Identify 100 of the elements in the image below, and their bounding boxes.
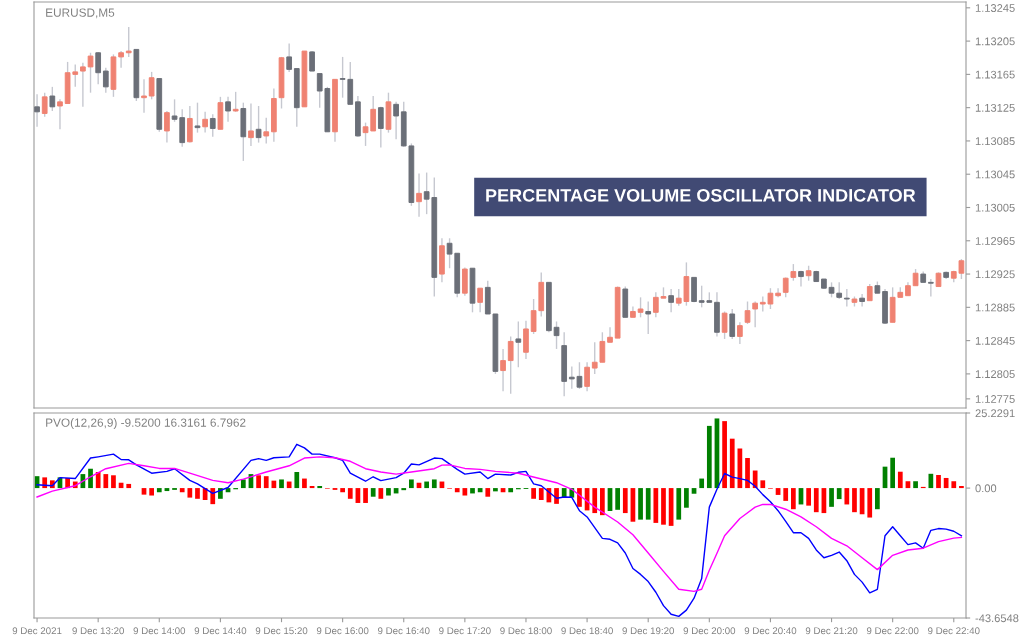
bar <box>279 479 284 489</box>
candlestick <box>729 308 736 340</box>
bar <box>431 479 437 489</box>
x-tick-label: 9 Dec 21:20 <box>805 627 858 635</box>
x-tick-label: 9 Dec 22:00 <box>866 627 919 635</box>
y-tick-label: 1.13245 <box>975 4 1015 12</box>
bar <box>745 458 750 489</box>
bar <box>179 488 185 493</box>
candlestick <box>309 50 315 72</box>
bar <box>363 488 368 503</box>
candlestick <box>775 287 781 299</box>
bar <box>752 470 758 489</box>
bar <box>867 488 873 518</box>
bar <box>378 488 384 499</box>
bar <box>485 488 491 497</box>
y-tick-label: 1.12965 <box>975 237 1015 245</box>
candlestick <box>477 287 483 314</box>
candlestick <box>118 50 124 69</box>
bar <box>187 488 193 498</box>
x-tick-label: 9 Dec 16:00 <box>316 627 369 635</box>
bar <box>600 488 605 516</box>
bar <box>103 474 109 489</box>
bar <box>370 488 376 497</box>
candlestick <box>553 320 560 350</box>
bar <box>875 488 880 510</box>
y-tick-label: 1.13165 <box>975 70 1015 79</box>
bar <box>676 488 682 520</box>
y-tick-label: 1.13205 <box>975 37 1015 46</box>
y-tick-label: 1.13085 <box>975 137 1015 146</box>
candlestick <box>798 270 804 288</box>
bar <box>928 473 934 489</box>
x-tick-label: 9 Dec 20:00 <box>683 627 736 635</box>
candlestick <box>232 91 239 113</box>
bar <box>126 483 132 489</box>
y-tick-label: 1.12885 <box>975 303 1015 312</box>
bar <box>829 488 834 507</box>
candlestick <box>721 310 728 340</box>
bar <box>722 421 727 489</box>
bar <box>141 488 147 495</box>
bar <box>760 480 766 489</box>
x-tick-label: 9 Dec 17:20 <box>439 627 491 635</box>
candlestick <box>263 116 270 145</box>
bar <box>317 486 323 489</box>
candlestick <box>186 105 193 144</box>
candlestick <box>668 288 674 314</box>
x-tick-label: 9 Dec 20:40 <box>744 627 797 635</box>
candlestick <box>141 78 147 114</box>
candlestick <box>225 96 231 123</box>
bar <box>951 481 957 489</box>
bar <box>836 488 842 500</box>
candlestick <box>41 91 48 118</box>
candlestick <box>95 51 102 86</box>
bar <box>622 488 628 514</box>
candlestick <box>645 300 652 335</box>
bar <box>813 488 819 513</box>
x-tick-label: 9 Dec 13:20 <box>72 627 125 635</box>
y-tick-label: -43.6548 <box>975 614 1019 623</box>
candlestick <box>843 288 850 308</box>
candlestick <box>637 296 644 319</box>
x-tick-label: 9 Dec 18:40 <box>561 627 613 635</box>
bar <box>240 479 246 489</box>
bar <box>493 488 498 492</box>
bar <box>294 472 300 489</box>
bar <box>347 488 353 499</box>
candlestick <box>393 101 399 140</box>
candlestick <box>164 110 170 144</box>
bar <box>340 488 345 493</box>
bar <box>592 488 598 514</box>
bar <box>454 488 460 493</box>
bar <box>538 488 544 500</box>
bar <box>302 478 307 489</box>
candlestick <box>202 111 208 134</box>
bar <box>508 488 514 493</box>
bar <box>852 488 857 513</box>
candlestick <box>87 52 94 94</box>
candlestick <box>377 106 384 149</box>
bar <box>210 488 216 505</box>
bar <box>790 488 796 510</box>
bar <box>645 488 651 520</box>
bar <box>531 488 536 499</box>
x-tick-label: 9 Dec 18:00 <box>500 627 552 635</box>
candlestick <box>49 86 56 112</box>
bar <box>615 488 621 510</box>
candlestick <box>416 172 422 218</box>
line-series <box>36 443 963 618</box>
candlestick <box>607 326 613 343</box>
bar <box>706 425 712 489</box>
bar <box>462 488 468 496</box>
candlestick <box>34 93 40 128</box>
candlestick <box>80 62 86 108</box>
bar <box>95 472 101 489</box>
bar <box>653 488 659 523</box>
candlestick <box>523 319 529 360</box>
candlestick <box>194 101 201 134</box>
x-tick-label: 9 Dec 22:40 <box>928 627 980 635</box>
candlestick <box>500 348 506 393</box>
bar <box>424 481 430 489</box>
candlestick <box>859 293 865 308</box>
bar <box>256 475 261 489</box>
bar <box>684 488 689 508</box>
